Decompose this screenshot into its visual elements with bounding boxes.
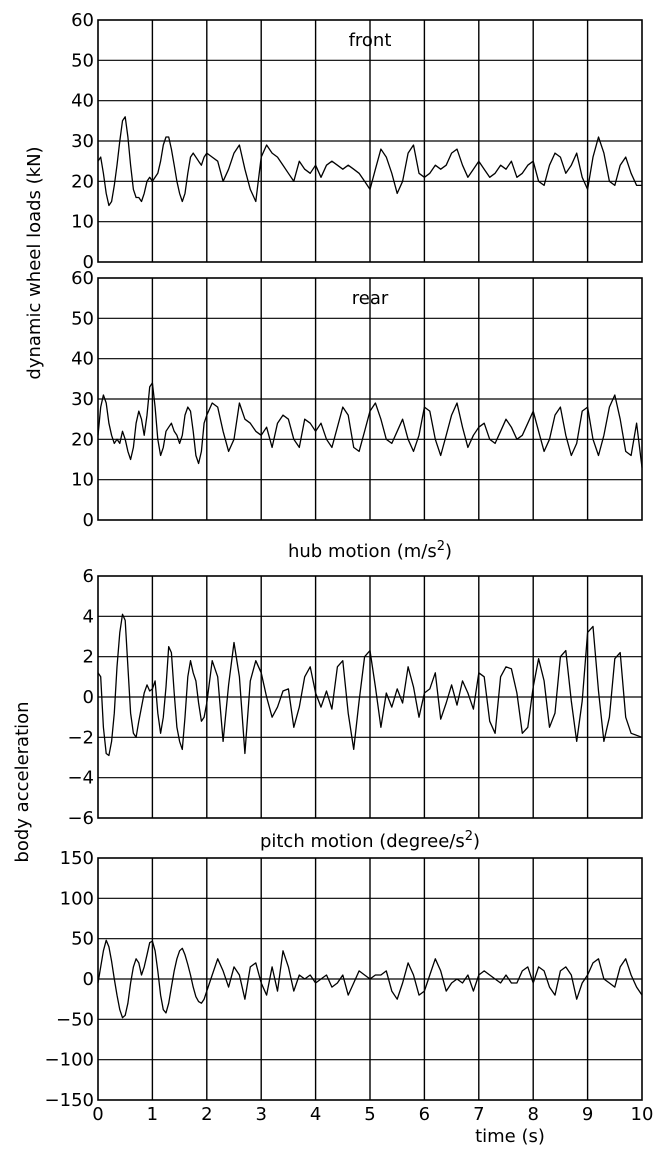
y-tick-label-1-4: 40 — [71, 349, 94, 370]
title-superscript-3: 2 — [465, 829, 473, 844]
chart-panel-0: 0 10 20 30 40 50 60 front — [71, 10, 643, 273]
x-tick-label-5: 5 — [364, 1104, 375, 1125]
y-tick-label-0-5: 50 — [71, 50, 94, 71]
y-tick-label-2-4: 2 — [83, 647, 94, 668]
x-tick-label-9: 9 — [582, 1104, 593, 1125]
y-tick-label-3-0: −150 — [45, 1090, 94, 1111]
y-tick-label-2-2: −2 — [67, 727, 94, 748]
panel-title-2: hub motion (m/s2) — [288, 539, 452, 562]
y-tick-label-1-6: 60 — [71, 268, 94, 289]
y-tick-label-3-2: −50 — [56, 1009, 94, 1030]
y-tick-label-0-2: 20 — [71, 171, 94, 192]
series-line-1-0 — [97, 382, 643, 468]
panel-title-1: rear — [352, 288, 389, 309]
chart-panel-1: 0 10 20 30 40 50 60 rear — [71, 268, 643, 531]
x-tick-label-7: 7 — [473, 1104, 484, 1125]
series-line-0-0 — [97, 116, 642, 207]
x-tick-label-0: 0 — [92, 1104, 103, 1125]
y-tick-label-2-0: −6 — [67, 808, 94, 829]
y-axis-label-top: dynamic wheel loads (kN) — [24, 146, 45, 379]
panel-title-0: front — [349, 30, 392, 51]
x-tick-label-1: 1 — [147, 1104, 158, 1125]
x-tick-label-3: 3 — [255, 1104, 266, 1125]
chart-panel-3: −150 −100 −50 0 50 100 150 0 1 2 3 4 5 6 7 8 9 10 pitch mo… — [45, 829, 654, 1125]
y-tick-label-0-6: 60 — [71, 10, 94, 31]
x-tick-label-10: 10 — [631, 1104, 654, 1125]
y-tick-label-2-1: −4 — [67, 768, 94, 789]
y-tick-label-1-3: 30 — [71, 389, 94, 410]
y-tick-label-3-5: 100 — [60, 888, 94, 909]
series-line-3-0 — [97, 939, 643, 1019]
x-tick-label-4: 4 — [310, 1104, 321, 1125]
y-tick-label-0-0: 0 — [83, 252, 94, 273]
title-superscript-2: 2 — [437, 539, 445, 554]
x-tick-label-8: 8 — [527, 1104, 538, 1125]
y-axis-label-bottom: body acceleration — [12, 701, 33, 862]
series-line-2-0 — [97, 613, 643, 757]
panel-title-3: pitch motion (degree/s2) — [260, 829, 480, 852]
y-tick-label-3-4: 50 — [71, 929, 94, 950]
panels: 0102030405060front0102030405060rear−6−4−… — [45, 10, 654, 1125]
chart-panel-2: −6 −4 −2 0 2 4 6 hub motion (m/s2) — [67, 539, 643, 829]
y-tick-label-0-1: 10 — [71, 212, 94, 233]
y-tick-label-1-2: 20 — [71, 429, 94, 450]
y-tick-label-3-3: 0 — [83, 969, 94, 990]
title-tail-3: ) — [473, 831, 480, 852]
x-tick-label-6: 6 — [419, 1104, 430, 1125]
y-tick-label-0-4: 40 — [71, 91, 94, 112]
x-axis-label: time (s) — [475, 1126, 545, 1147]
y-tick-label-2-3: 0 — [83, 687, 94, 708]
y-tick-label-3-1: −100 — [45, 1050, 94, 1071]
y-tick-label-0-3: 30 — [71, 131, 94, 152]
y-tick-label-2-6: 6 — [83, 566, 94, 587]
y-tick-label-1-1: 10 — [71, 470, 94, 491]
y-tick-label-1-0: 0 — [83, 510, 94, 531]
y-tick-label-2-5: 4 — [83, 606, 94, 627]
x-tick-label-2: 2 — [201, 1104, 212, 1125]
y-tick-label-1-5: 50 — [71, 308, 94, 329]
y-tick-label-3-6: 150 — [60, 848, 94, 869]
title-tail-2: ) — [445, 541, 452, 562]
